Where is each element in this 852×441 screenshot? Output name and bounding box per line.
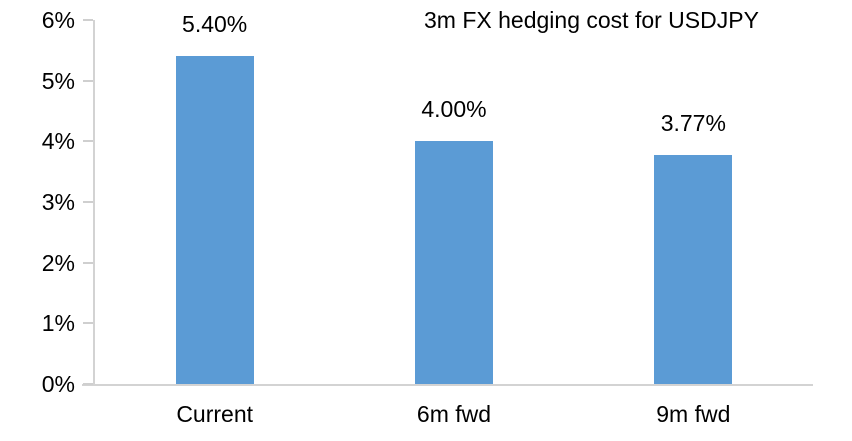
bar-data-label: 5.40% (182, 11, 248, 38)
y-axis-tick (83, 383, 93, 385)
bar (415, 141, 493, 384)
y-axis-tick (83, 261, 93, 264)
bar (654, 155, 733, 384)
y-axis-tick (83, 19, 93, 21)
y-axis-tick-label: 1% (41, 310, 75, 337)
y-axis-line (93, 20, 95, 386)
y-axis-tick-label: 5% (41, 67, 75, 94)
y-axis-tick-label: 2% (41, 249, 75, 276)
x-axis-category-label: 6m fwd (416, 401, 492, 427)
x-axis-line (82, 384, 813, 386)
y-axis-tick (83, 79, 93, 82)
y-axis-tick (83, 201, 93, 203)
bar-data-label: 3.77% (660, 110, 726, 137)
y-axis-tick-label: 4% (41, 128, 75, 155)
x-axis-category-label: Current (176, 401, 254, 427)
bar (175, 56, 254, 384)
y-axis-tick (83, 140, 93, 143)
bar-data-label: 4.00% (421, 96, 487, 123)
y-axis-tick-label: 0% (41, 371, 75, 397)
y-axis-tick-label: 6% (41, 7, 75, 33)
y-axis-tick (83, 322, 93, 325)
x-axis-category-label: 9m fwd (656, 401, 731, 427)
chart-title: 3m FX hedging cost for USDJPY (424, 7, 759, 33)
y-axis-tick-label: 3% (41, 189, 75, 215)
